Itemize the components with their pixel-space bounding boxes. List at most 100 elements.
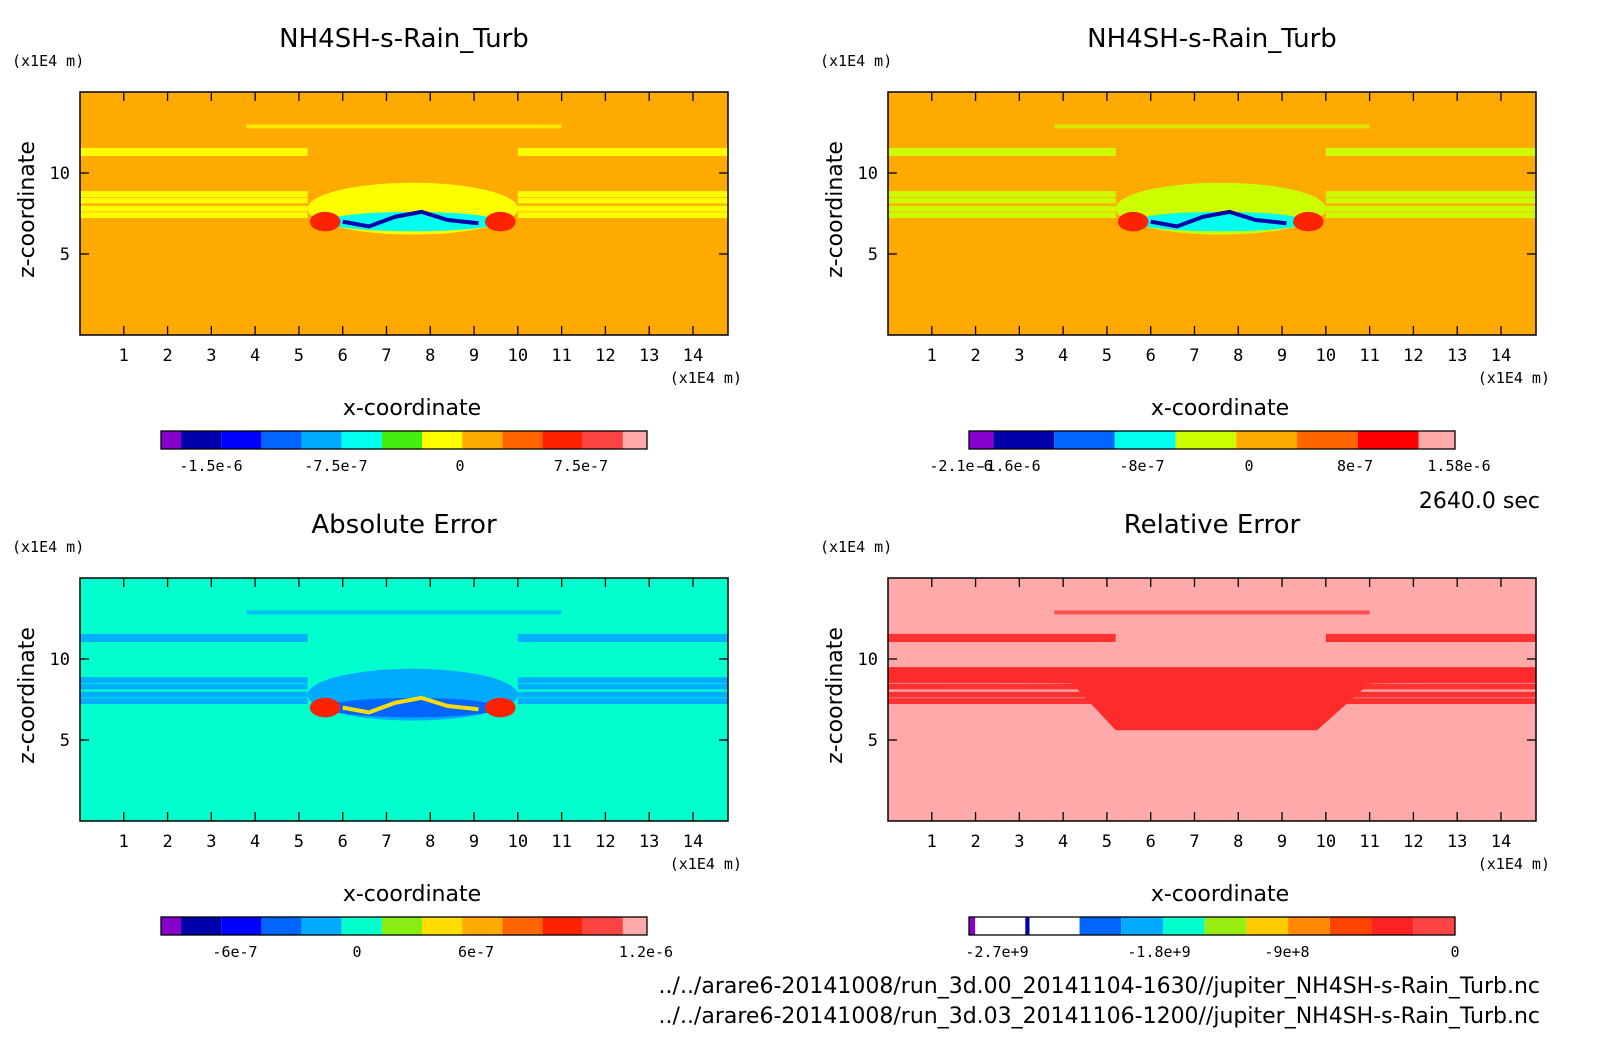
x-tick-label: 1 [119, 346, 129, 366]
colorbar-cell [422, 917, 463, 935]
x-tick-label: 6 [338, 346, 348, 366]
cloud-left-edge [309, 697, 341, 718]
panel-title: Absolute Error [311, 510, 497, 540]
colorbar-cell [301, 917, 342, 935]
y-unit-label: (x1E4 m) [12, 538, 84, 556]
x-tick-label: 4 [250, 832, 260, 852]
x-unit-label: (x1E4 m) [670, 855, 742, 873]
cloud-core [342, 695, 479, 715]
band-right [1325, 683, 1536, 690]
band-left [888, 698, 1116, 705]
colorbar-cell [1413, 917, 1455, 935]
x-tick-label: 7 [1189, 346, 1199, 366]
colorbar-tick-label: -9e+8 [1264, 943, 1309, 961]
colorbar-cell [462, 431, 503, 449]
x-tick-label: 6 [1146, 346, 1156, 366]
y-unit-label: (x1E4 m) [12, 52, 84, 70]
plot-frame [79, 577, 729, 822]
colorbar-cell [1371, 917, 1414, 935]
band-right [517, 683, 728, 690]
colorbar-cell [975, 917, 1026, 935]
central-feature [1115, 182, 1326, 235]
colorbar-frame [160, 430, 648, 450]
x-tick-label: 5 [294, 832, 304, 852]
colorbar-cell [181, 917, 222, 935]
band-right [1325, 197, 1536, 204]
colorbar-cell [542, 917, 583, 935]
colorbar-tick-label: 0 [352, 943, 361, 961]
band-right [517, 147, 728, 156]
cloud-left-edge [309, 211, 341, 232]
x-tick-label: 13 [1447, 346, 1467, 366]
cloud-core [1150, 209, 1287, 229]
central-feature [307, 182, 518, 235]
band-right [517, 191, 728, 197]
colorbar-cell [502, 917, 543, 935]
colorbar-tick-label: -1.6e-6 [977, 457, 1040, 475]
plot-frame [79, 91, 729, 336]
x-tick-label: 11 [551, 832, 571, 852]
x-tick-label: 9 [469, 346, 479, 366]
y-axis-title: z-coordinate [823, 141, 848, 278]
colorbar-tick-label: 8e-7 [1337, 457, 1373, 475]
band-top [246, 610, 562, 615]
colorbar-cell [1297, 431, 1358, 449]
x-tick-label: 14 [1491, 346, 1511, 366]
colorbar-tick-label: -1.5e-6 [179, 457, 242, 475]
colorbar-cell [261, 917, 302, 935]
x-tick-label: 2 [970, 832, 980, 852]
x-tick-label: 11 [551, 346, 571, 366]
x-tick-label: 5 [1102, 346, 1112, 366]
colorbar-cell [1418, 431, 1455, 449]
x-tick-label: 2 [162, 346, 172, 366]
file-path-line-2: ../../arare6-20141008/run_3d.03_20141106… [659, 1004, 1540, 1029]
x-unit-label: (x1E4 m) [1478, 855, 1550, 873]
x-tick-label: 13 [639, 832, 659, 852]
x-tick-label: 13 [639, 346, 659, 366]
y-tick-label: 5 [60, 731, 70, 751]
colorbar-cell [381, 431, 423, 449]
central-feature [888, 667, 1536, 731]
colorbar-tick-label: 7.5e-7 [554, 457, 608, 475]
x-tick-label: 9 [1277, 832, 1287, 852]
colorbar-cell [1204, 917, 1247, 935]
cloud-right-edge [485, 697, 516, 718]
band-left [80, 147, 308, 156]
x-axis-title: x-coordinate [1151, 396, 1289, 421]
band-right [517, 698, 728, 705]
x-unit-label: (x1E4 m) [1478, 369, 1550, 387]
y-axis-title: z-coordinate [823, 627, 848, 764]
x-tick-label: 12 [595, 346, 615, 366]
panel-title: NH4SH-s-Rain_Turb [1087, 24, 1337, 54]
band-right [1325, 691, 1536, 698]
x-tick-label: 8 [425, 832, 435, 852]
x-tick-label: 4 [1058, 346, 1068, 366]
band-left [80, 691, 308, 698]
colorbar-cell [181, 431, 222, 449]
y-tick-label: 5 [868, 245, 878, 265]
y-axis: 5 10 [50, 164, 728, 265]
band-right [517, 633, 728, 642]
band-right [517, 197, 728, 204]
band-left [888, 205, 1116, 212]
x-axis: 1 2 3 4 5 6 7 8 9 10 11 12 13 14 [927, 92, 1511, 366]
band-left [80, 197, 308, 204]
band-right [1325, 633, 1536, 642]
band-left [80, 191, 308, 197]
colorbar: -1.5e-6 -7.5e-7 0 7.5e-7 [160, 430, 648, 475]
x-tick-label: 6 [1146, 832, 1156, 852]
x-tick-label: 10 [1316, 346, 1336, 366]
plot-frame [887, 577, 1537, 822]
x-tick-label: 5 [294, 346, 304, 366]
colorbar-tick-label: -8e-7 [1119, 457, 1164, 475]
band-left [888, 691, 1116, 698]
x-tick-label: 1 [927, 832, 937, 852]
band-left [80, 205, 308, 212]
y-tick-label: 10 [858, 650, 878, 670]
colorbar-frame [160, 916, 648, 936]
band-left [888, 197, 1116, 204]
colorbar-cell [1246, 917, 1289, 935]
colorbar-cell [1175, 431, 1237, 449]
file-path-line-1: ../../arare6-20141008/run_3d.00_20141104… [659, 974, 1540, 999]
